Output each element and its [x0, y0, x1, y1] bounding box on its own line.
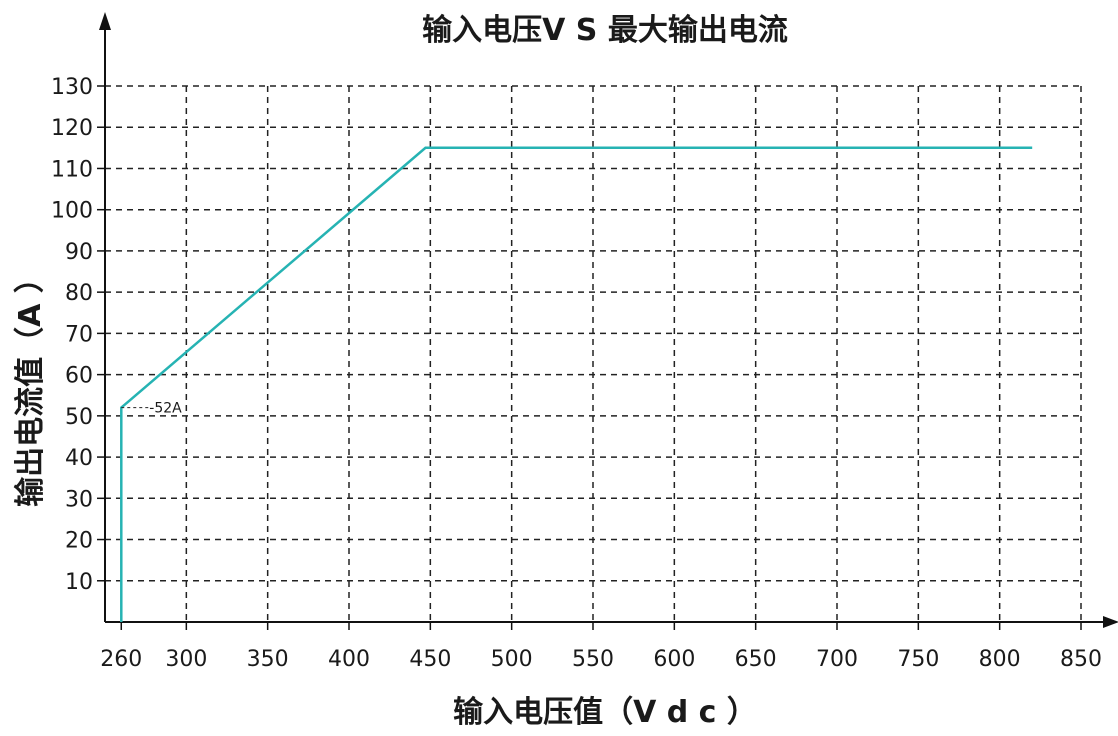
y-tick-label: 10: [65, 570, 93, 595]
y-axis-arrow: [99, 12, 111, 30]
axes: [97, 12, 1118, 630]
y-tick-label: 50: [65, 405, 93, 430]
x-tick-label: 700: [816, 647, 858, 672]
y-tick-label: 120: [51, 116, 93, 141]
y-tick-label: 30: [65, 487, 93, 512]
y-tick-label: 20: [65, 529, 93, 554]
x-tick-label: 600: [653, 647, 695, 672]
series-line: [120, 146, 1033, 622]
x-tick-label: 550: [572, 647, 614, 672]
y-tick-label: 80: [65, 281, 93, 306]
annotations: -52A: [121, 401, 182, 417]
x-tick-label: 750: [897, 647, 939, 672]
y-tick-label: 130: [51, 75, 93, 100]
y-tick-label: 40: [65, 446, 93, 471]
y-tick-label: 70: [65, 322, 93, 347]
tick-labels: 260 300 350 400 450 500 550 600 650 700 750 800 850 1…: [51, 75, 1102, 672]
x-axis-title: 输入电压值（V d c ）: [453, 695, 757, 730]
x-tick-label: 260: [100, 647, 142, 672]
x-tick-label: 500: [491, 647, 533, 672]
series: [120, 146, 1033, 622]
x-tick-label: 350: [247, 647, 289, 672]
x-tick-label: 450: [409, 647, 451, 672]
x-tick-label: 300: [165, 647, 207, 672]
grid: [105, 85, 1082, 622]
x-tick-label: 800: [979, 647, 1021, 672]
y-tick-label: 60: [65, 364, 93, 389]
annotation-label: -52A: [149, 401, 182, 417]
chart-title: 输入电压V S 最大输出电流: [422, 13, 788, 48]
y-tick-label: 90: [65, 240, 93, 265]
x-tick-label: 400: [328, 647, 370, 672]
y-tick-label: 100: [51, 199, 93, 224]
y-tick-label: 110: [51, 157, 93, 182]
x-tick-label: 850: [1060, 647, 1102, 672]
x-axis-arrow: [1103, 616, 1118, 628]
y-axis-title: 输出电流值（A ）: [13, 263, 48, 507]
x-tick-label: 650: [735, 647, 777, 672]
